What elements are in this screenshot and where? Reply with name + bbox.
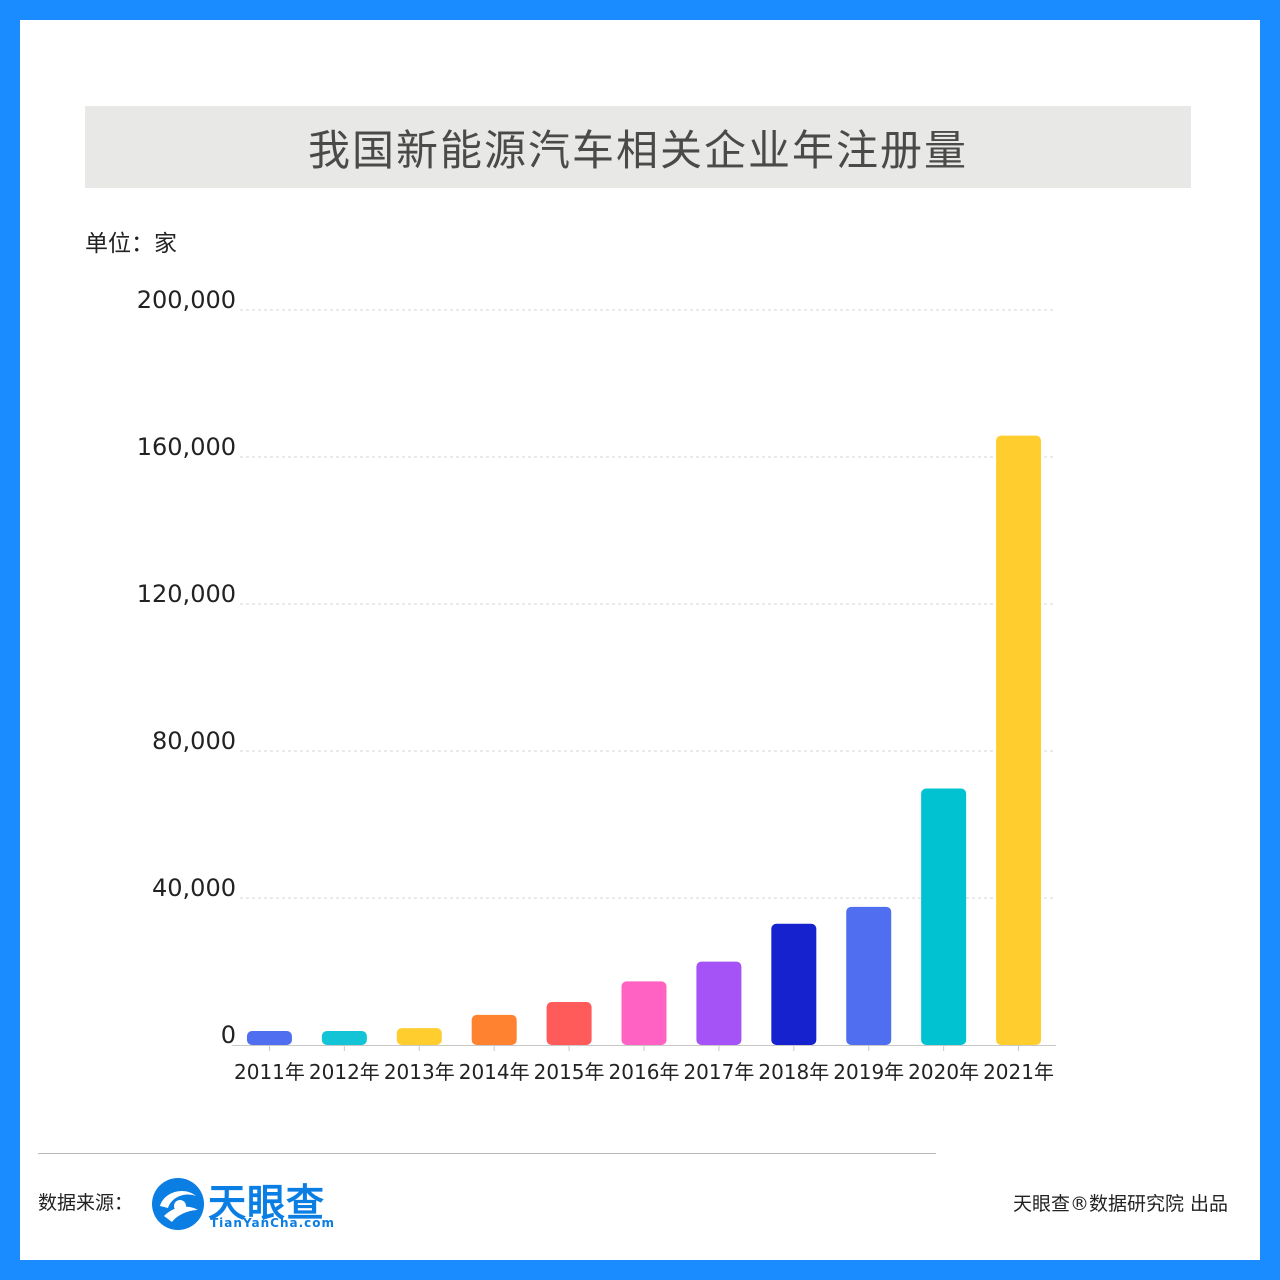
x-tick-label: 2020年 bbox=[908, 1060, 979, 1084]
bar bbox=[696, 961, 742, 1045]
source-label: 数据来源： bbox=[38, 1192, 134, 1214]
x-tick-label: 2012年 bbox=[309, 1060, 380, 1084]
bar bbox=[471, 1014, 517, 1045]
x-tick-label: 2021年 bbox=[983, 1060, 1054, 1084]
x-tick-label: 2011年 bbox=[234, 1060, 305, 1084]
bar bbox=[321, 1031, 367, 1045]
y-tick-label: 160,000 bbox=[137, 433, 236, 461]
bar bbox=[396, 1028, 442, 1045]
bar bbox=[846, 906, 892, 1045]
bar bbox=[771, 923, 817, 1045]
logo-text-en: TianYanCha.com bbox=[210, 1216, 336, 1230]
tianyancha-logo: 天眼查 TianYanCha.com bbox=[150, 1174, 360, 1234]
x-tick-label: 2014年 bbox=[459, 1060, 530, 1084]
title-bar: 我国新能源汽车相关企业年注册量 bbox=[85, 106, 1191, 188]
chart-card bbox=[20, 20, 1260, 1260]
credit-label: 天眼查®数据研究院 出品 bbox=[1012, 1193, 1228, 1215]
y-tick-label: 200,000 bbox=[137, 286, 236, 314]
tianyancha-logo-icon bbox=[152, 1178, 204, 1230]
logo-text-cn: 天眼查 bbox=[208, 1181, 326, 1225]
bar bbox=[246, 1031, 292, 1045]
bar bbox=[996, 435, 1042, 1045]
unit-label: 单位：家 bbox=[85, 231, 177, 257]
bar bbox=[546, 1002, 592, 1045]
y-tick-label: 120,000 bbox=[137, 580, 236, 608]
x-tick-label: 2013年 bbox=[384, 1060, 455, 1084]
x-tick-label: 2019年 bbox=[833, 1060, 904, 1084]
x-tick-label: 2016年 bbox=[609, 1060, 680, 1084]
y-tick-label: 80,000 bbox=[152, 727, 236, 755]
bar bbox=[921, 788, 967, 1045]
x-tick-label: 2018年 bbox=[758, 1060, 829, 1084]
y-tick-label: 40,000 bbox=[152, 874, 236, 902]
chart-title: 我国新能源汽车相关企业年注册量 bbox=[307, 125, 968, 175]
bar bbox=[621, 981, 667, 1045]
y-tick-label: 0 bbox=[221, 1021, 236, 1049]
footer-divider bbox=[38, 1153, 936, 1154]
x-tick-label: 2017年 bbox=[683, 1060, 754, 1084]
x-tick-label: 2015年 bbox=[534, 1060, 605, 1084]
